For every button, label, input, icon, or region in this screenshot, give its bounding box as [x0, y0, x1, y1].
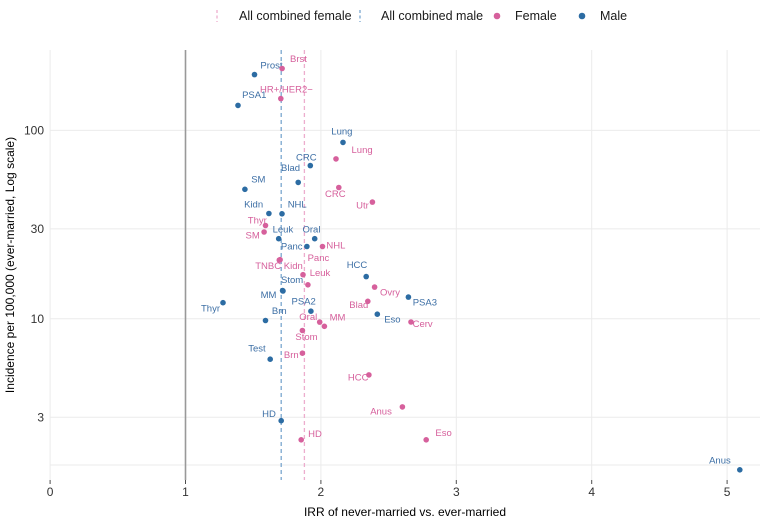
svg-text:Brn: Brn [284, 350, 299, 361]
svg-text:CRC: CRC [325, 189, 346, 200]
svg-text:All combined female: All combined female [239, 9, 352, 23]
svg-text:HD: HD [262, 409, 276, 420]
svg-text:All combined male: All combined male [381, 9, 483, 23]
svg-text:Blad: Blad [349, 300, 368, 311]
svg-text:Leuk: Leuk [273, 225, 294, 236]
svg-text:0: 0 [47, 485, 54, 499]
svg-text:Anus: Anus [370, 407, 392, 418]
svg-text:4: 4 [588, 485, 595, 499]
svg-text:Kidn: Kidn [244, 199, 263, 210]
svg-text:Anus: Anus [709, 456, 731, 467]
svg-text:Brst: Brst [290, 54, 307, 65]
svg-text:PSA2: PSA2 [292, 297, 316, 308]
svg-text:Leuk: Leuk [310, 268, 331, 279]
svg-text:Utr: Utr [356, 201, 369, 212]
svg-text:NHL: NHL [326, 241, 345, 252]
svg-text:3: 3 [37, 410, 44, 424]
svg-text:PSA3: PSA3 [413, 298, 437, 309]
svg-text:Male: Male [600, 9, 627, 23]
svg-text:Blad: Blad [281, 163, 300, 174]
svg-text:10: 10 [31, 312, 45, 326]
svg-text:SM: SM [246, 230, 260, 241]
svg-text:Incidence per 100,000 (ever-ma: Incidence per 100,000 (ever-married, Log… [3, 137, 17, 393]
svg-text:MM: MM [330, 313, 346, 324]
svg-text:30: 30 [31, 222, 45, 236]
svg-text:Oral: Oral [299, 312, 317, 323]
svg-text:Lung: Lung [331, 127, 352, 138]
svg-text:SM: SM [251, 175, 265, 186]
svg-text:HCC: HCC [347, 260, 368, 271]
svg-text:2: 2 [318, 485, 325, 499]
svg-text:Ovry: Ovry [380, 288, 400, 299]
svg-text:Cerv: Cerv [413, 319, 433, 330]
svg-text:Oral: Oral [303, 225, 321, 236]
svg-text:Thyr: Thyr [248, 216, 267, 227]
svg-text:Eso: Eso [384, 315, 400, 326]
svg-text:TNBC: TNBC [255, 261, 281, 272]
svg-text:Panc: Panc [281, 242, 303, 253]
svg-text:MM: MM [261, 290, 277, 301]
svg-text:HR+/HER2−: HR+/HER2− [260, 85, 313, 96]
svg-text:Kidn: Kidn [284, 261, 303, 272]
svg-text:Female: Female [515, 9, 557, 23]
svg-text:HCC: HCC [348, 373, 369, 384]
svg-text:5: 5 [724, 485, 731, 499]
svg-text:Stom: Stom [281, 275, 303, 286]
svg-text:3: 3 [453, 485, 460, 499]
svg-text:Lung: Lung [352, 145, 373, 156]
svg-text:100: 100 [24, 123, 44, 137]
svg-text:Test: Test [248, 344, 266, 355]
svg-text:Stom: Stom [295, 332, 317, 343]
svg-text:HD: HD [308, 429, 322, 440]
svg-text:CRC: CRC [296, 152, 317, 163]
svg-text:1: 1 [182, 485, 189, 499]
svg-text:Brn: Brn [272, 306, 287, 317]
svg-text:Prost: Prost [260, 61, 283, 72]
svg-text:Eso: Eso [435, 428, 451, 439]
svg-text:NHL: NHL [288, 199, 307, 210]
svg-text:Panc: Panc [308, 253, 330, 264]
svg-text:Thyr: Thyr [201, 304, 220, 315]
svg-text:IRR of never-married vs. ever-: IRR of never-married vs. ever-married [304, 505, 506, 519]
